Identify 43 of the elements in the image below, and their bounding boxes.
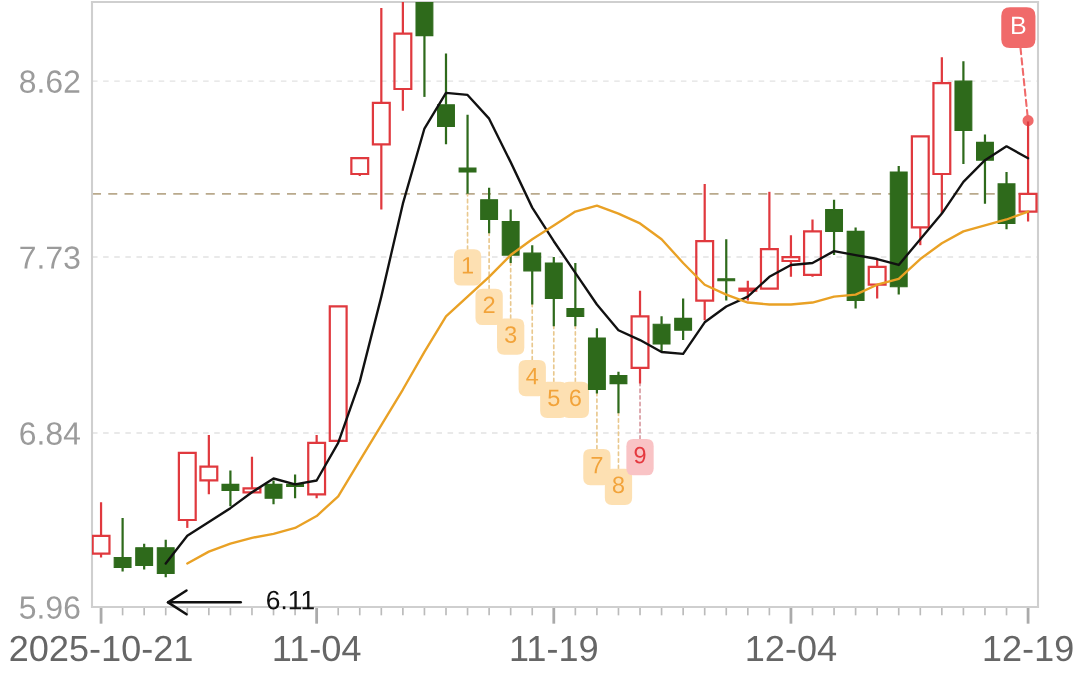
candlestick <box>199 433 219 496</box>
x-tick-label: 12-04 <box>747 635 837 662</box>
candlestick <box>92 501 111 559</box>
candlestick <box>221 469 240 508</box>
candlestick <box>113 516 132 573</box>
annotation: 3 <box>505 326 517 343</box>
candlestick <box>371 6 391 211</box>
annotation: 4 <box>526 367 539 385</box>
candlestick <box>652 315 671 354</box>
annotation: 2 <box>483 296 495 314</box>
annotation: 6 <box>569 389 581 407</box>
candlestick <box>393 2 413 112</box>
candlestick <box>781 234 801 278</box>
candlestick <box>825 198 844 257</box>
candlestick <box>695 182 715 322</box>
x-tick-label: 2025-10-21 <box>10 635 192 662</box>
candlestick <box>674 297 693 342</box>
candlestick <box>802 218 823 278</box>
y-tick-label: 6.84 <box>20 422 80 445</box>
candlestick <box>976 133 994 205</box>
candlestick <box>954 60 973 166</box>
candlestick <box>264 479 283 506</box>
candlestick <box>437 52 455 146</box>
annotation: 6.11 <box>267 590 314 610</box>
candlestick <box>759 190 779 290</box>
annotation: 1 <box>462 257 473 274</box>
y-tick-label: 7.73 <box>20 246 80 269</box>
annotation: 8 <box>612 476 625 494</box>
candlestick <box>932 56 952 215</box>
annotation: 7 <box>591 456 603 474</box>
candlestick <box>717 238 736 302</box>
annotation: B <box>1012 16 1026 35</box>
annotation: 9 <box>634 446 646 464</box>
candlestick <box>867 257 887 300</box>
x-tick-label: 12-19 <box>984 635 1073 662</box>
y-tick-label: 8.62 <box>20 70 80 93</box>
x-tick-label: 11-04 <box>274 635 361 662</box>
candlestick <box>997 170 1016 231</box>
y-tick-label: 5.96 <box>20 596 80 619</box>
candlestick <box>415 2 434 99</box>
candlestick <box>242 455 262 494</box>
annotation: 5 <box>548 389 560 407</box>
x-tick-label: 11-19 <box>511 635 597 662</box>
